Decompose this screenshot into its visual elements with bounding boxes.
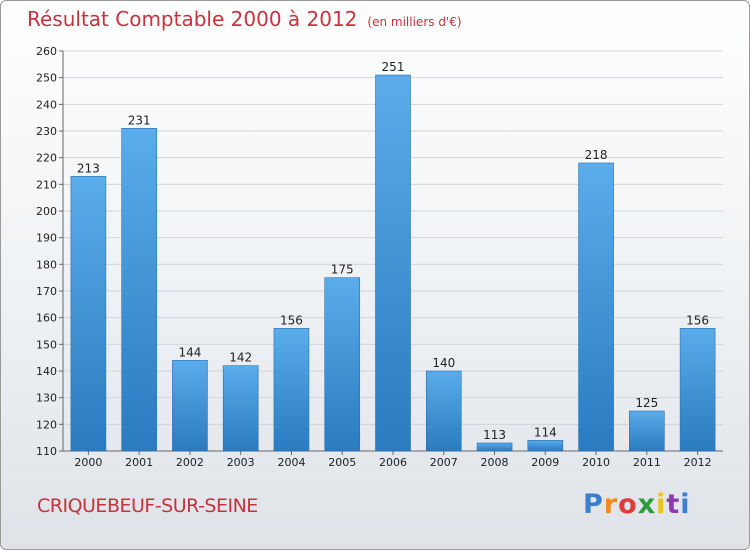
- x-tick-label: 2007: [430, 456, 458, 469]
- bar-value-label: 231: [128, 113, 151, 127]
- x-tick-label: 2003: [227, 456, 255, 469]
- city-name: CRIQUEBEUF-SUR-SEINE: [37, 495, 258, 517]
- bar-2006: [375, 74, 411, 452]
- x-tick-label: 2008: [481, 456, 509, 469]
- bar-value-label: 251: [382, 60, 405, 74]
- x-tick-label: 2010: [582, 456, 610, 469]
- x-tick-label: 2002: [176, 456, 204, 469]
- y-tick-label: 130: [36, 392, 57, 405]
- y-tick-label: 120: [36, 418, 57, 431]
- y-tick-label: 200: [36, 205, 57, 218]
- bar-value-label: 114: [534, 425, 557, 439]
- y-tick-label: 220: [36, 152, 57, 165]
- bar-value-label: 125: [635, 396, 658, 410]
- y-tick-label: 180: [36, 258, 57, 271]
- bar-2010: [578, 162, 614, 452]
- bar-2001: [121, 128, 157, 452]
- x-tick-label: 2006: [379, 456, 407, 469]
- bar-2002: [172, 360, 208, 452]
- bar-value-label: 218: [585, 148, 608, 162]
- bar-2007: [425, 370, 462, 452]
- chart-title-text: Résultat Comptable 2000 à 2012: [27, 7, 358, 31]
- bar-value-label: 175: [331, 263, 354, 277]
- bar-2004: [273, 328, 310, 452]
- y-tick-label: 160: [36, 312, 57, 325]
- bar-2005: [324, 277, 361, 452]
- x-tick-label: 2011: [633, 456, 661, 469]
- bar-2008: [476, 442, 513, 452]
- y-tick-label: 140: [36, 365, 57, 378]
- chart-subtitle: (en milliers d'€): [367, 15, 462, 29]
- y-tick-label: 170: [36, 285, 57, 298]
- bar-value-label: 156: [280, 313, 303, 327]
- y-tick-label: 230: [36, 125, 57, 138]
- bar-2000: [70, 176, 107, 452]
- x-tick-label: 2005: [328, 456, 356, 469]
- x-tick-label: 2012: [684, 456, 712, 469]
- y-tick-label: 250: [36, 72, 57, 85]
- bar-value-label: 144: [178, 345, 201, 359]
- bar-value-label: 140: [432, 356, 455, 370]
- y-tick-label: 210: [36, 178, 57, 191]
- bar-value-label: 213: [77, 161, 100, 175]
- chart-title: Résultat Comptable 2000 à 2012 (en millie…: [27, 7, 462, 31]
- y-tick-label: 260: [36, 45, 57, 58]
- y-tick-label: 110: [36, 445, 57, 458]
- y-tick-label: 190: [36, 232, 57, 245]
- bar-2003: [222, 365, 259, 452]
- bar-2009: [527, 440, 564, 452]
- bar-value-label: 156: [686, 313, 709, 327]
- bar-value-label: 113: [483, 428, 506, 442]
- axes: 110 120 130 140 150 160 170 180 190 200 210 220 230 2…: [36, 45, 723, 469]
- x-tick-label: 2001: [125, 456, 153, 469]
- x-tick-label: 2009: [531, 456, 559, 469]
- x-tick-label: 2004: [277, 456, 305, 469]
- proxiti-logo[interactable]: Proxiti: [583, 489, 691, 520]
- y-tick-label: 150: [36, 338, 57, 351]
- bar-value-label: 142: [229, 351, 252, 365]
- bar-2011: [629, 410, 665, 452]
- bars: 213 231 144 142 156 175 251 140 113 114 218 125 156: [70, 60, 716, 452]
- y-tick-label: 240: [36, 98, 57, 111]
- x-tick-label: 2000: [74, 456, 102, 469]
- bar-2012: [679, 328, 716, 452]
